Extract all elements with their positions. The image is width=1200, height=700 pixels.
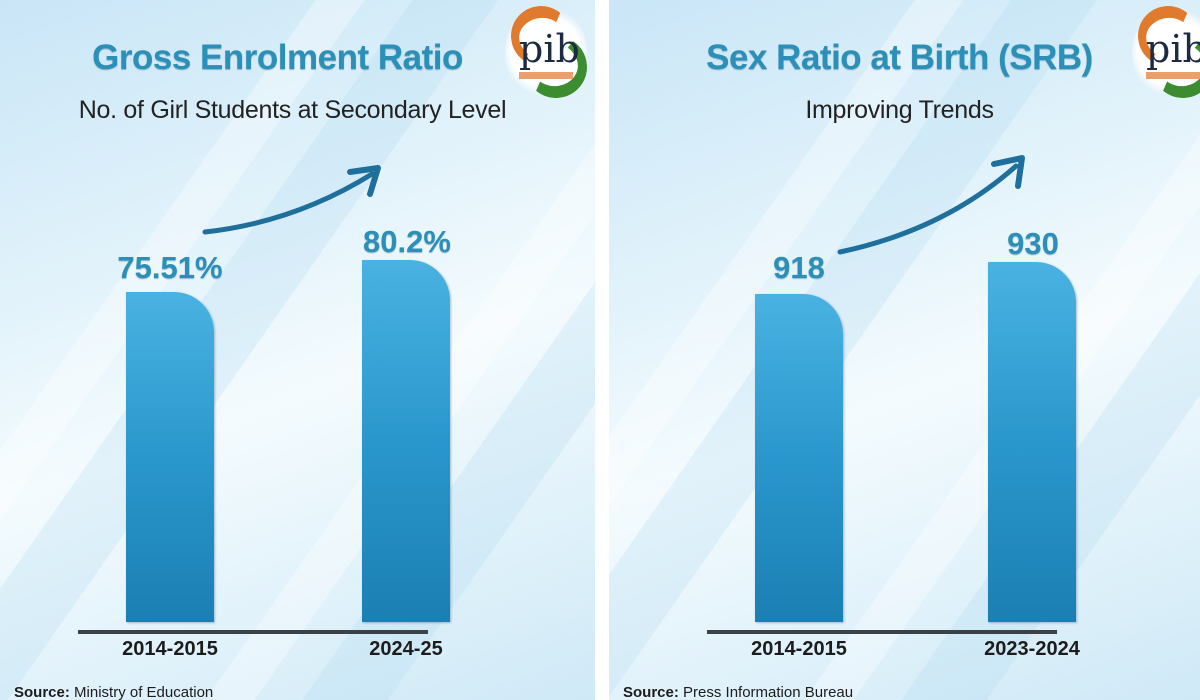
chart-title: Gross Enrolment Ratio: [92, 38, 463, 77]
trend-arrow-icon: [837, 155, 1025, 255]
x-axis-line: [707, 630, 1057, 634]
gross-enrolment-ratio-panel: Gross Enrolment Ratio No. of Girl Studen…: [0, 0, 595, 700]
source-text: Press Information Bureau: [683, 684, 854, 700]
logo-text: pib: [519, 27, 580, 71]
bar-2024-25: [362, 260, 450, 622]
bar-value-label: 80.2%: [363, 224, 451, 259]
bar-value-label: 75.51%: [117, 250, 223, 285]
source-text: Ministry of Education: [74, 684, 214, 700]
bar-2023-2024: [988, 262, 1076, 622]
bar-value-label: 930: [1007, 226, 1059, 261]
chart-subtitle: Improving Trends: [805, 96, 994, 124]
logo-text: pib: [1146, 27, 1200, 71]
bar-2014-2015: [126, 292, 214, 622]
x-axis-label: 2014-2015: [122, 638, 218, 660]
pib-logo-icon: pib: [505, 1, 592, 103]
trend-arrow-icon: [202, 165, 381, 235]
x-axis-label: 2024-25: [369, 638, 443, 660]
x-axis-label: 2023-2024: [984, 638, 1080, 660]
chart-title: Sex Ratio at Birth (SRB): [706, 38, 1093, 77]
chart-subtitle: No. of Girl Students at Secondary Level: [78, 96, 507, 124]
bar-2014-2015: [755, 294, 843, 622]
source-note: Source: Ministry of Education: [14, 684, 214, 700]
x-axis-label: 2014-2015: [751, 638, 847, 660]
sex-ratio-at-birth-panel: Sex Ratio at Birth (SRB) Improving Trend…: [609, 0, 1200, 700]
pib-logo-icon: pib: [1132, 1, 1200, 103]
source-note: Source: Press Information Bureau: [623, 684, 854, 700]
x-axis-line: [78, 630, 428, 634]
bar-value-label: 918: [773, 250, 825, 285]
